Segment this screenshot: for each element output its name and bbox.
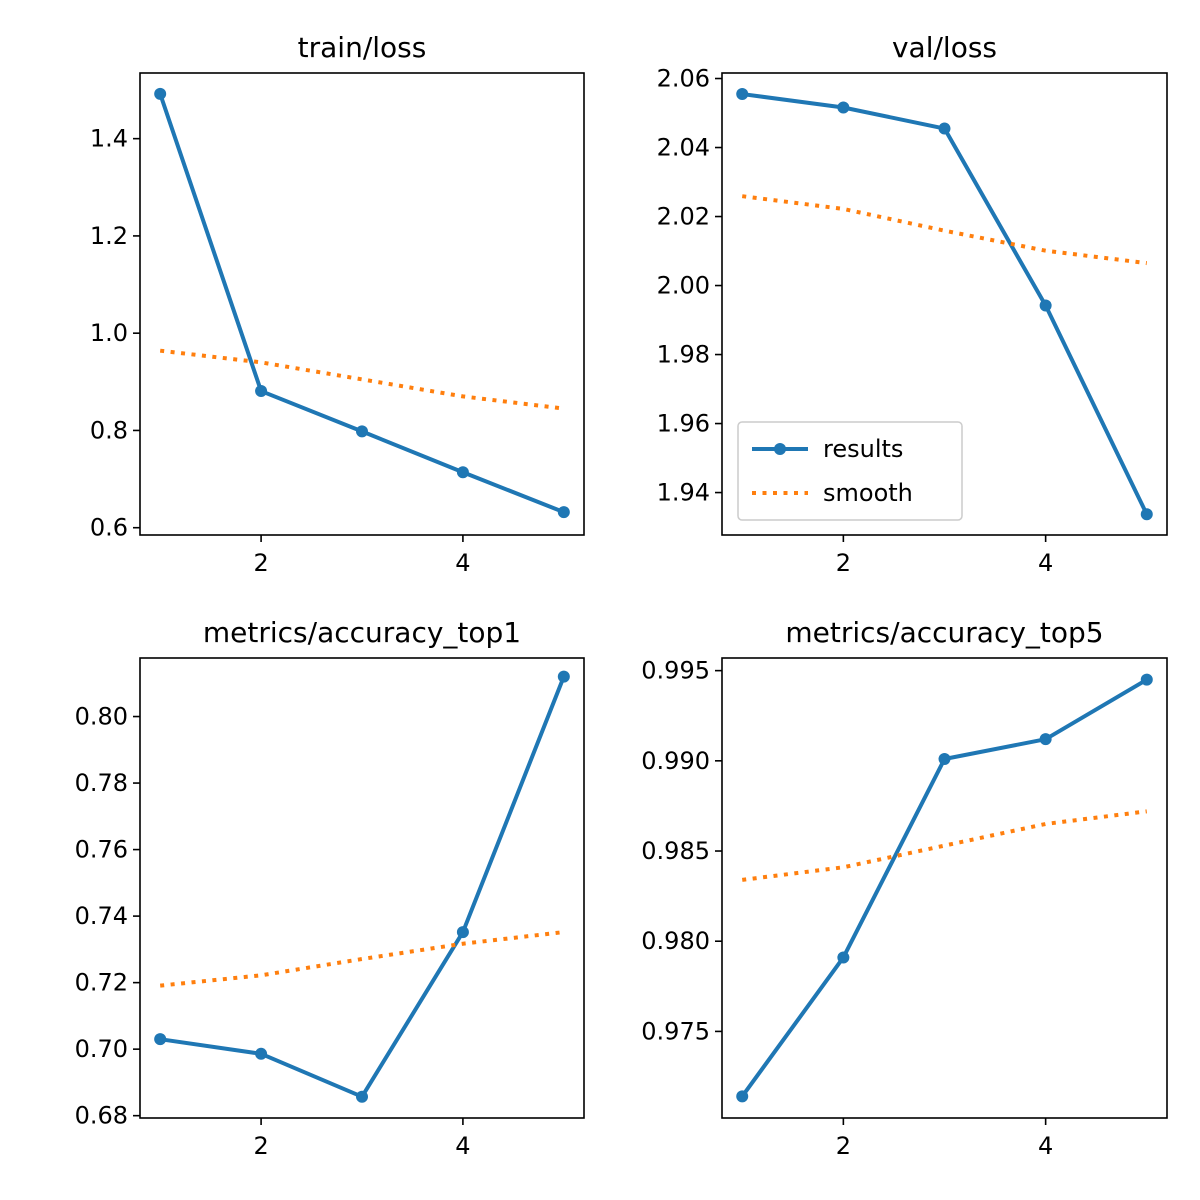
y-tick-label: 0.980 — [641, 927, 710, 955]
series-line-smooth — [741, 809, 1148, 882]
data-point-results — [1039, 299, 1052, 312]
chart-title: val/loss — [892, 31, 997, 64]
data-point-results — [456, 466, 469, 479]
series-line-smooth — [159, 348, 565, 411]
legend-marker-results — [774, 443, 786, 455]
x-tick-label: 2 — [253, 549, 268, 577]
data-point-results — [456, 926, 469, 939]
legend-label-smooth: smooth — [823, 479, 913, 507]
y-tick-label: 0.995 — [641, 657, 710, 685]
chart-panel-4: metrics/accuracy_top5 0.975 0.980 0.985 0.99… — [641, 616, 1168, 1160]
y-tick-label: 1.0 — [90, 319, 128, 347]
axes-frame — [721, 657, 1168, 1119]
axes-frame — [721, 72, 1168, 536]
chart-panel-3: metrics/accuracy_top1 0.68 0.70 0.72 0.74 0.7… — [75, 616, 585, 1160]
data-point-results — [837, 951, 850, 964]
x-tick-label: 2 — [253, 1132, 268, 1160]
data-point-results — [154, 87, 167, 100]
y-tick-label: 2.00 — [657, 272, 710, 300]
axes-frame — [139, 657, 585, 1119]
y-tick-label: 0.975 — [641, 1017, 710, 1045]
legend: results smooth — [737, 421, 963, 521]
y-tick-label: 0.990 — [641, 747, 710, 775]
y-tick-label: 1.96 — [657, 410, 710, 438]
chart-panel-2: val/loss 1.94 1.96 1.98 2.00 2.02 2.04 2.06 2 4 re… — [657, 31, 1168, 577]
data-point-results — [255, 1047, 268, 1060]
x-tick-label: 2 — [836, 549, 851, 577]
y-tick-label: 1.4 — [90, 125, 128, 153]
series-line-results — [740, 677, 1148, 1098]
y-tick-label: 0.78 — [75, 769, 128, 797]
x-tick-label: 2 — [836, 1132, 851, 1160]
data-point-results — [1140, 673, 1153, 686]
y-tick-label: 0.80 — [75, 703, 128, 731]
data-point-results — [938, 753, 951, 766]
legend-label-results: results — [823, 435, 903, 463]
chart-panel-1: train/loss 0.6 0.8 1.0 1.2 1.4 2 4 — [90, 31, 585, 577]
y-tick-label: 2.04 — [657, 134, 710, 162]
data-point-results — [557, 506, 570, 519]
series-line-results — [158, 93, 565, 515]
y-tick-label: 0.6 — [90, 514, 128, 542]
data-point-results — [837, 101, 850, 114]
legend-box — [737, 421, 963, 521]
series-line-smooth — [741, 194, 1148, 266]
data-point-results — [356, 425, 368, 438]
x-tick-label: 4 — [1038, 549, 1053, 577]
y-tick-label: 0.68 — [75, 1102, 128, 1130]
y-tick-label: 2.06 — [657, 65, 710, 93]
x-tick-label: 4 — [455, 1132, 470, 1160]
y-tick-label: 0.985 — [641, 837, 710, 865]
y-tick-label: 0.70 — [75, 1035, 128, 1063]
chart-title: train/loss — [298, 31, 427, 64]
data-point-results — [938, 122, 951, 135]
series-line-smooth — [159, 930, 565, 988]
y-tick-label: 0.72 — [75, 969, 128, 997]
y-tick-label: 0.76 — [75, 836, 128, 864]
y-tick-label: 1.94 — [657, 479, 710, 507]
y-tick-label: 0.8 — [90, 416, 128, 444]
data-point-results — [154, 1033, 167, 1046]
x-tick-label: 4 — [455, 549, 470, 577]
series-line-results — [159, 675, 566, 1099]
data-point-results — [356, 1090, 368, 1103]
x-tick-label: 4 — [1038, 1132, 1053, 1160]
data-point-results — [557, 670, 570, 683]
chart-title: metrics/accuracy_top5 — [785, 616, 1103, 649]
data-point-results — [1140, 508, 1153, 521]
y-tick-label: 2.02 — [657, 203, 710, 231]
data-point-results — [736, 1090, 749, 1103]
data-point-results — [1039, 733, 1052, 746]
y-tick-label: 1.2 — [90, 222, 128, 250]
y-tick-label: 0.74 — [75, 902, 128, 930]
axes-frame — [139, 72, 585, 536]
data-point-results — [736, 88, 749, 101]
y-tick-label: 1.98 — [657, 341, 710, 369]
chart-title: metrics/accuracy_top1 — [203, 616, 521, 649]
data-point-results — [255, 385, 268, 398]
